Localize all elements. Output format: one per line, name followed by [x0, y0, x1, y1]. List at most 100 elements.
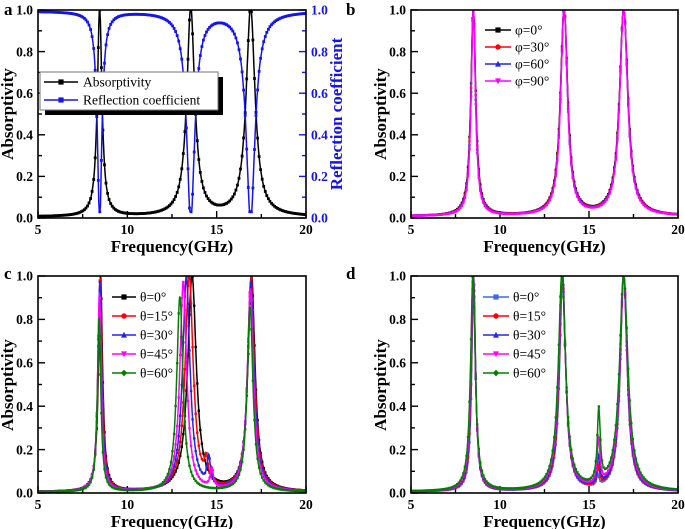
svg-text:1.0: 1.0	[389, 3, 406, 18]
svg-text:φ=30°: φ=30°	[515, 40, 549, 55]
svg-text:0.0: 0.0	[389, 211, 406, 226]
series-markers-Reflection coefficient	[38, 10, 306, 214]
svg-text:20: 20	[671, 497, 685, 512]
svg-text:θ=45°: θ=45°	[513, 347, 546, 362]
right-axis-ticks	[299, 9, 306, 219]
panel-c-x-axis-label: Frequency(GHz)	[110, 512, 234, 529]
legend: φ=0° φ=30° φ=60° φ=90°	[485, 23, 549, 89]
right-axis-tick-labels: 0.0 0.2 0.4 0.6 0.8 1.0	[311, 3, 328, 226]
series-markers-φ=90°	[411, 10, 678, 217]
svg-text:φ=60°: φ=60°	[515, 57, 549, 72]
svg-text:0.2: 0.2	[389, 442, 406, 457]
svg-text:θ=15°: θ=15°	[140, 309, 173, 324]
svg-text:0.2: 0.2	[16, 442, 33, 457]
panel-c: c Absorptivity Frequency(GHz) 5 10 15 20 0.0…	[0, 264, 342, 529]
svg-text:15: 15	[210, 497, 224, 512]
plot-svg-a: 5 10 15 200.00.20.40.60.81.00.00.20.40.60.8…	[16, 3, 328, 237]
svg-text:0.4: 0.4	[16, 128, 33, 143]
svg-text:0.2: 0.2	[16, 169, 33, 184]
series-markers-θ=45°	[411, 276, 678, 493]
svg-text:0.6: 0.6	[389, 356, 406, 371]
svg-text:0.8: 0.8	[311, 44, 328, 59]
plot-svg-c: 5 10 15 200.00.20.40.60.81.0θ=0°θ=15°θ=30°θ…	[16, 269, 313, 512]
svg-text:0.6: 0.6	[311, 86, 328, 101]
svg-text:0.8: 0.8	[16, 312, 33, 327]
axis-tick-labels: 5 10 15 20 0.0 0.2 0.4 0.6 0.8 1.0	[16, 269, 313, 512]
panel-a: a Absorptivity Reflection coefficient Fr…	[0, 0, 346, 264]
panel-a-x-axis-label: Frequency(GHz)	[110, 237, 234, 256]
svg-text:0.2: 0.2	[311, 169, 328, 184]
svg-text:5: 5	[35, 222, 42, 237]
svg-text:20: 20	[671, 222, 685, 237]
svg-text:15: 15	[210, 222, 224, 237]
svg-text:0.0: 0.0	[311, 211, 328, 226]
svg-text:Absorptivity: Absorptivity	[83, 75, 152, 90]
svg-text:0.4: 0.4	[389, 399, 406, 414]
panel-b: b Absorptivity Frequency(GHz) 5 10 15 20 0.0…	[342, 0, 685, 264]
svg-text:φ=90°: φ=90°	[515, 74, 549, 89]
svg-text:θ=60°: θ=60°	[513, 366, 546, 381]
plot-frame	[410, 9, 679, 219]
panel-d: d Absorptivity Frequency(GHz) 5 10 15 20 0.0…	[342, 264, 685, 529]
svg-text:10: 10	[121, 497, 135, 512]
panel-d-x-axis-label: Frequency(GHz)	[483, 512, 606, 529]
series-markers-θ=60°	[411, 276, 678, 493]
legend: θ=0° θ=15° θ=30° θ=45° θ=60°	[112, 290, 173, 381]
svg-text:0.8: 0.8	[16, 44, 33, 59]
svg-text:1.0: 1.0	[16, 3, 33, 18]
svg-text:θ=0°: θ=0°	[513, 290, 539, 305]
plot-frame	[37, 9, 307, 219]
svg-text:Reflection coefficient: Reflection coefficient	[83, 93, 200, 108]
svg-text:θ=45°: θ=45°	[140, 347, 173, 362]
panel-a-letter: a	[4, 0, 13, 19]
plot-frame	[410, 275, 679, 494]
panel-d-letter: d	[346, 264, 356, 283]
series-markers-θ=30°	[411, 276, 678, 493]
legend: Absorptivity Reflection coefficient	[39, 71, 223, 115]
svg-text:20: 20	[299, 497, 313, 512]
svg-text:0.0: 0.0	[389, 486, 406, 501]
svg-text:10: 10	[121, 222, 135, 237]
svg-text:0.4: 0.4	[389, 128, 406, 143]
svg-text:0.0: 0.0	[16, 486, 33, 501]
svg-text:10: 10	[493, 222, 507, 237]
series-markers-θ=60°	[38, 297, 306, 493]
panel-c-letter: c	[4, 264, 12, 283]
svg-text:20: 20	[299, 222, 313, 237]
legend: θ=0° θ=15° θ=30° θ=45° θ=60°	[483, 290, 546, 381]
svg-text:0.4: 0.4	[16, 399, 33, 414]
svg-text:0.8: 0.8	[389, 312, 406, 327]
svg-text:θ=15°: θ=15°	[513, 309, 546, 324]
svg-text:θ=60°: θ=60°	[140, 366, 173, 381]
svg-text:θ=30°: θ=30°	[140, 328, 173, 343]
panel-b-letter: b	[346, 0, 356, 19]
svg-text:1.0: 1.0	[389, 269, 406, 284]
svg-text:15: 15	[582, 497, 596, 512]
svg-text:5: 5	[408, 497, 415, 512]
svg-text:0.8: 0.8	[389, 44, 406, 59]
svg-text:5: 5	[35, 497, 42, 512]
axis-tick-labels: 5 10 15 20 0.0 0.2 0.4 0.6 0.8 1.0	[389, 3, 685, 237]
svg-text:θ=30°: θ=30°	[513, 328, 546, 343]
series-markers-θ=0°	[411, 276, 678, 493]
plot-svg-d: 5 10 15 200.00.20.40.60.81.0θ=0°θ=15°θ=30°θ…	[389, 269, 685, 512]
svg-text:10: 10	[493, 497, 507, 512]
legend-box	[39, 71, 219, 111]
series-markers-θ=15°	[411, 276, 678, 493]
axis-tick-labels: 5 10 15 20 0.0 0.2 0.4 0.6 0.8 1.0	[16, 3, 313, 237]
axis-tick-labels: 5 10 15 20 0.0 0.2 0.4 0.6 0.8 1.0	[389, 269, 685, 512]
plot-svg-b: 5 10 15 200.00.20.40.60.81.0φ=0°φ=30°φ=60°φ…	[389, 3, 685, 237]
svg-text:0.6: 0.6	[16, 86, 33, 101]
svg-text:15: 15	[582, 222, 596, 237]
svg-text:0.6: 0.6	[389, 86, 406, 101]
svg-text:5: 5	[408, 222, 415, 237]
svg-text:1.0: 1.0	[311, 3, 328, 18]
svg-text:0.4: 0.4	[311, 128, 328, 143]
svg-text:φ=0°: φ=0°	[515, 23, 543, 38]
svg-text:1.0: 1.0	[16, 269, 33, 284]
svg-text:0.6: 0.6	[16, 356, 33, 371]
svg-text:θ=0°: θ=0°	[140, 290, 166, 305]
panel-b-x-axis-label: Frequency(GHz)	[483, 237, 606, 256]
plot-frame	[37, 275, 307, 494]
